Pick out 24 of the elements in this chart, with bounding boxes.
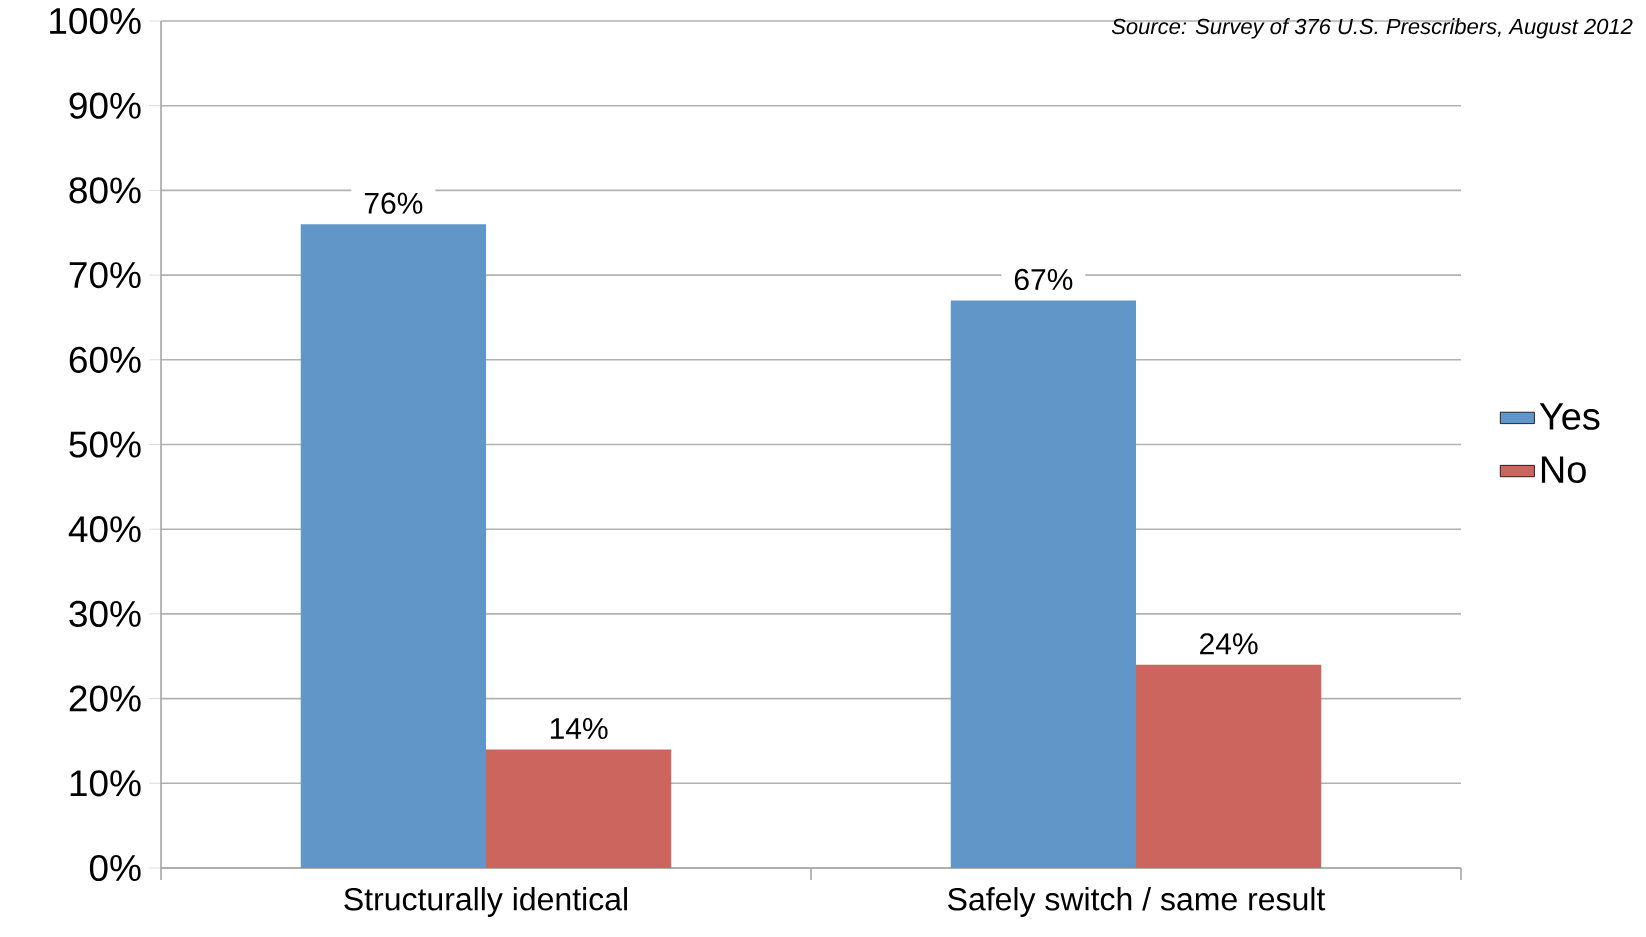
y-tick-label: 70%: [69, 261, 141, 289]
y-tick-label: 0%: [89, 854, 141, 882]
x-tick-label: Safely switch / same result: [948, 887, 1326, 917]
data-label: 67%: [1014, 268, 1073, 291]
y-tick-label: 30%: [69, 600, 141, 627]
y-tick-label: 10%: [70, 770, 141, 797]
bar: [1136, 664, 1322, 868]
y-tick-label: 90%: [69, 92, 141, 119]
y-tick-label: 80%: [69, 177, 141, 204]
legend-label: No: [1541, 456, 1586, 484]
data-label: 76%: [364, 192, 423, 214]
y-tick-label: 40%: [68, 516, 141, 543]
y-tick-label: 50%: [69, 431, 141, 458]
y-tick-label: 60%: [69, 346, 141, 373]
annotation: Source: Survey of 376 U.S. Prescribers, August 2012: [1111, 18, 1633, 39]
y-tick-label: 100%: [50, 7, 141, 35]
data-label: 14%: [550, 718, 608, 740]
bar: [950, 300, 1136, 868]
legend-label: Yes: [1539, 403, 1600, 430]
bar: [486, 749, 672, 868]
y-tick-label: 20%: [69, 685, 141, 712]
bar: [300, 224, 486, 868]
data-label: 24%: [1200, 633, 1258, 655]
x-tick-label: Structurally identical: [344, 887, 627, 917]
